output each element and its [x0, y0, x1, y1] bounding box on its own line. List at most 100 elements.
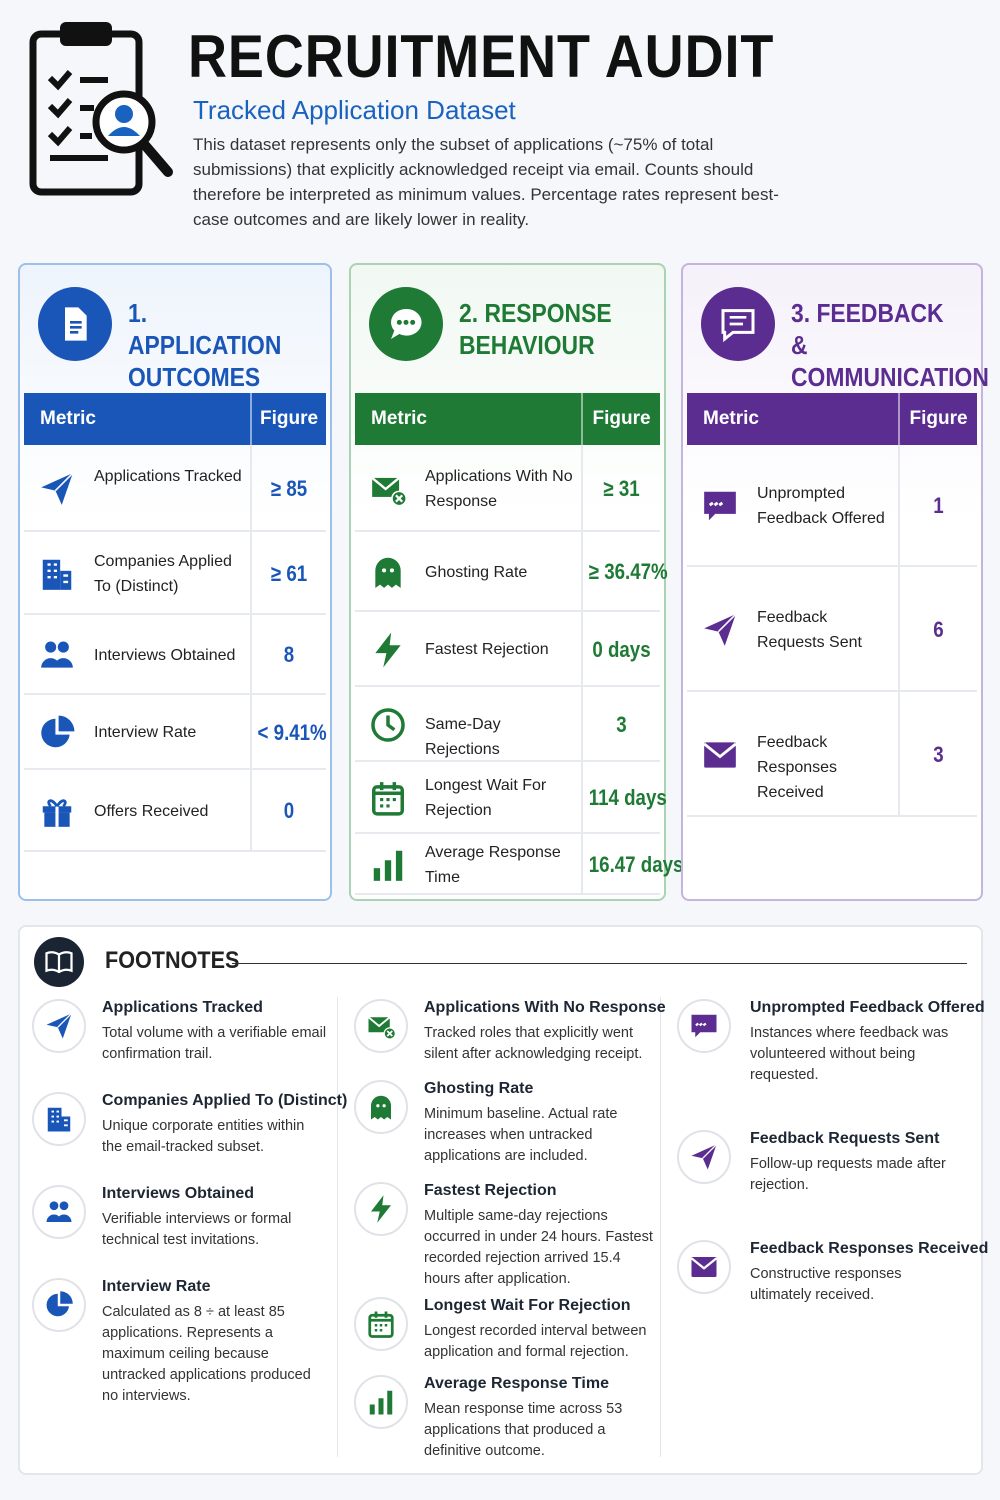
footnote-icon	[677, 1240, 731, 1294]
description: This dataset represents only the subset …	[193, 135, 779, 229]
table-header: Metric Figure	[355, 393, 660, 445]
icon-shape	[371, 1195, 391, 1223]
panel-icon-glyph	[65, 307, 87, 341]
panel-icon	[38, 287, 112, 361]
icon-shape	[690, 1257, 718, 1270]
table-row: Applications With No Response ≥ 31	[355, 445, 660, 532]
metric-label: Feedback Responses Received	[757, 733, 838, 801]
footnote-icon	[354, 999, 408, 1053]
table-row: Companies Applied To (Distinct) ≥ 61	[24, 532, 326, 615]
icon-shape	[387, 1390, 393, 1415]
table-row: Feedback Responses Received 3	[687, 692, 977, 817]
panel-icon	[369, 287, 443, 361]
metric-label: Applications With No Response	[425, 467, 573, 510]
footnote-text: Total volume with a verifiable email con…	[102, 1025, 327, 1062]
metric-label: Interview Rate	[94, 724, 197, 741]
footnote: Unprompted Feedback Offered Instances whe…	[677, 999, 985, 1099]
metric-figure: ≥ 85	[270, 475, 308, 501]
icon-shape	[51, 1110, 68, 1127]
row-icon	[701, 487, 739, 525]
column-divider	[898, 445, 900, 817]
footnotes: FOOTNOTES Applications Tracked Total volu…	[18, 925, 988, 1475]
table-row: Offers Received 0	[24, 770, 326, 852]
row-icon-glyph	[41, 641, 73, 668]
icon-shape	[373, 867, 381, 881]
metric-label: Applications Tracked	[94, 467, 242, 485]
footnote: Fastest Rejection Multiple same-day rejec…	[354, 1182, 654, 1287]
panel: 3. FEEDBACK & COMMUNICATION Metric Figure U…	[681, 263, 989, 901]
icon-shape	[46, 1293, 69, 1317]
row-icon-glyph	[375, 557, 401, 588]
icon-shape	[381, 568, 387, 573]
footnote-text: Verifiable interviews or formal technica…	[102, 1211, 292, 1248]
footnote: Average Response Time Mean response time …	[354, 1375, 654, 1475]
footnote-text: Unique corporate entities within the ema…	[102, 1118, 305, 1155]
footnote: Interview Rate Calculated as 8 ÷ at least…	[32, 1278, 327, 1404]
icon-shape	[58, 715, 75, 731]
icon-shape	[46, 1214, 72, 1222]
icon-shape	[45, 641, 57, 653]
column-header: Figure	[909, 408, 968, 429]
icon-shape	[47, 799, 67, 808]
metric-figure: ≥ 36.47%	[588, 559, 668, 584]
logo-check	[47, 98, 73, 119]
icon-shape	[389, 568, 395, 573]
panel-icon-glyph	[391, 308, 422, 339]
icon-shape	[367, 1016, 391, 1028]
footnote-icon	[354, 1375, 408, 1429]
footnote-icon-glyph	[371, 1095, 391, 1120]
footnote-icon	[32, 1278, 86, 1332]
logo-check	[47, 70, 73, 91]
metric-figure: 3	[933, 741, 944, 767]
footnote-icon	[354, 1080, 408, 1134]
footnote-text: Tracked roles that explicitly went silen…	[424, 1025, 643, 1062]
footnote: Longest Wait For Rejection Longest record…	[354, 1297, 654, 1397]
row-icon	[369, 553, 407, 591]
metric-label: Longest Wait For Rejection	[425, 777, 547, 819]
footnote-text: Longest recorded interval between applic…	[424, 1323, 647, 1360]
panel-title: 2. RESPONSE BEHAVIOUR	[459, 298, 612, 360]
icon-shape	[60, 1291, 73, 1304]
icon-shape	[374, 1324, 388, 1332]
icon-shape	[369, 1311, 393, 1322]
metric-label: Ghosting Rate	[425, 563, 528, 581]
icon-shape	[410, 319, 416, 325]
icon-shape	[61, 1116, 71, 1132]
logo-check	[47, 126, 73, 147]
column-header: Metric	[703, 408, 759, 429]
row-icon	[701, 736, 739, 774]
footnote-title: Ghosting Rate	[424, 1080, 534, 1097]
metric-figure: < 9.41%	[257, 719, 327, 745]
footnote-icon-glyph	[371, 1195, 391, 1223]
column-divider	[250, 393, 252, 445]
panel-title: 3. FEEDBACK & COMMUNICATION	[791, 298, 989, 392]
icon-shape	[371, 1095, 391, 1120]
row-icon	[38, 555, 76, 593]
icon-shape	[702, 1144, 717, 1159]
metric-figure: 6	[933, 616, 944, 642]
icon-shape	[41, 718, 70, 747]
row-icon	[369, 779, 407, 817]
footnote: Applications With No Response Tracked rol…	[354, 999, 666, 1099]
footnotes-title: FOOTNOTES	[105, 947, 240, 974]
footnote-text: Instances where feedback was volunteered…	[750, 1025, 949, 1083]
footnote-title: Interview Rate	[102, 1278, 211, 1295]
icon-shape	[384, 859, 392, 881]
icon-shape	[60, 570, 72, 590]
column-header: Figure	[259, 408, 319, 429]
footnote-title: Fastest Rejection	[424, 1182, 557, 1199]
footnote: Feedback Responses Received Constructive …	[677, 1240, 988, 1340]
footnote-icon-glyph	[691, 1014, 717, 1038]
panel-title: 1. APPLICATION OUTCOMES	[128, 298, 282, 392]
row-icon-glyph	[375, 632, 401, 667]
icon-shape	[729, 316, 747, 326]
book-icon	[45, 951, 73, 974]
column-divider	[898, 393, 900, 445]
row-icon-glyph	[704, 613, 737, 646]
panel: 1. APPLICATION OUTCOMES Metric Figure Appli…	[18, 263, 332, 901]
logo-clip	[60, 22, 112, 46]
footnote: Interviews Obtained Verifiable interviews…	[32, 1185, 327, 1285]
table-row: Fastest Rejection 0 days	[355, 612, 660, 687]
icon-shape	[371, 707, 405, 742]
